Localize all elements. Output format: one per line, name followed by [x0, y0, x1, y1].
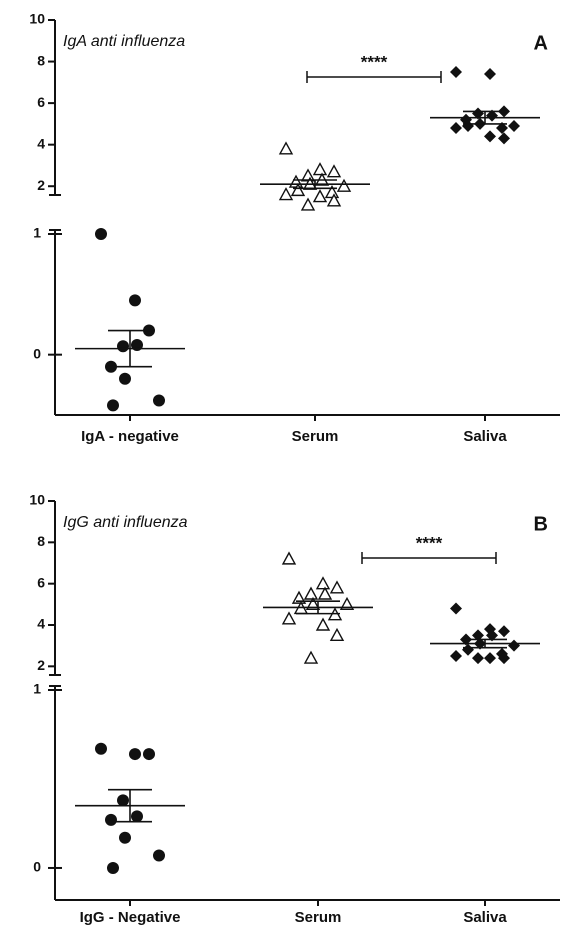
- data-point: [486, 109, 498, 122]
- data-point: [315, 576, 331, 590]
- data-point: [290, 182, 306, 197]
- data-point: [462, 643, 474, 656]
- y-tick-label: 10: [29, 492, 45, 508]
- x-tick-label: Saliva: [463, 909, 507, 926]
- data-point: [498, 625, 510, 638]
- data-point: [300, 168, 316, 182]
- error-bar: [463, 638, 507, 649]
- panel-title: IgG anti influenza: [63, 514, 188, 531]
- data-point: [117, 794, 129, 807]
- data-point: [312, 162, 328, 176]
- data-point: [303, 586, 319, 600]
- y-tick-label: 0: [33, 859, 41, 875]
- x-tick-label: Saliva: [463, 428, 507, 445]
- data-point: [484, 652, 496, 665]
- data-point: [288, 174, 304, 188]
- error-bar: [108, 788, 152, 823]
- x-tick-label: IgG - Negative: [80, 909, 181, 926]
- data-point: [484, 68, 496, 81]
- data-point: [496, 122, 508, 135]
- x-tick-label: Serum: [295, 909, 342, 926]
- panel-title: IgA anti influenza: [63, 33, 185, 50]
- data-point: [450, 65, 462, 78]
- data-point: [315, 617, 331, 631]
- y-tick-label: 8: [37, 52, 45, 68]
- data-point: [131, 810, 143, 823]
- y-tick-label: 8: [37, 533, 45, 549]
- data-point: [305, 596, 321, 611]
- data-point: [484, 130, 496, 143]
- data-point: [472, 629, 484, 642]
- y-tick-label: 6: [37, 94, 45, 110]
- data-point: [486, 629, 498, 642]
- data-point: [117, 340, 129, 353]
- significance-bracket: [361, 552, 497, 564]
- data-point: [281, 611, 297, 625]
- data-point: [450, 122, 462, 135]
- panel-label: A: [534, 32, 548, 54]
- data-point: [281, 551, 297, 565]
- data-point: [508, 639, 520, 652]
- error-bar: [463, 110, 507, 125]
- significance-label: ****: [361, 52, 388, 71]
- data-point: [291, 590, 307, 604]
- y-tick-label: 1: [33, 681, 41, 697]
- y-tick-label: 10: [29, 11, 45, 27]
- data-point: [498, 132, 510, 145]
- data-point: [153, 849, 165, 862]
- data-point: [317, 586, 333, 600]
- y-tick-label: 4: [37, 616, 45, 632]
- data-point: [450, 602, 462, 615]
- data-point: [119, 372, 131, 385]
- data-point: [278, 141, 294, 155]
- data-point: [329, 627, 345, 642]
- data-point: [329, 580, 345, 594]
- y-tick-label: 2: [37, 177, 45, 193]
- y-tick-label: 0: [33, 345, 41, 361]
- data-point: [472, 107, 484, 120]
- data-point: [300, 197, 316, 211]
- panel-label: B: [534, 513, 548, 535]
- data-point: [107, 861, 119, 874]
- significance-bracket: [306, 71, 442, 83]
- data-point: [95, 742, 107, 755]
- data-point: [450, 650, 462, 662]
- y-tick-label: 1: [33, 225, 41, 241]
- data-point: [326, 164, 342, 178]
- data-point: [339, 596, 355, 611]
- data-point: [119, 831, 131, 844]
- data-point: [472, 652, 484, 665]
- data-point: [105, 813, 117, 826]
- error-bar: [296, 600, 340, 615]
- error-bar: [108, 329, 152, 368]
- data-point: [129, 748, 141, 761]
- data-point: [129, 294, 141, 307]
- y-tick-label: 2: [37, 657, 45, 673]
- data-point: [498, 652, 510, 665]
- data-point: [336, 178, 352, 192]
- data-point: [107, 399, 119, 412]
- significance-label: ****: [416, 533, 443, 552]
- data-point: [303, 650, 319, 664]
- data-point: [153, 394, 165, 407]
- y-tick-label: 4: [37, 135, 45, 151]
- error-bar: [293, 179, 337, 190]
- x-tick-label: Serum: [292, 428, 339, 445]
- data-point: [278, 187, 294, 201]
- y-tick-label: 6: [37, 574, 45, 590]
- data-point: [326, 193, 342, 207]
- data-point: [143, 748, 155, 761]
- x-tick-label: IgA - negative: [81, 428, 179, 445]
- data-point: [462, 119, 474, 132]
- data-point: [95, 228, 107, 240]
- data-point: [508, 119, 520, 132]
- data-point: [312, 189, 328, 203]
